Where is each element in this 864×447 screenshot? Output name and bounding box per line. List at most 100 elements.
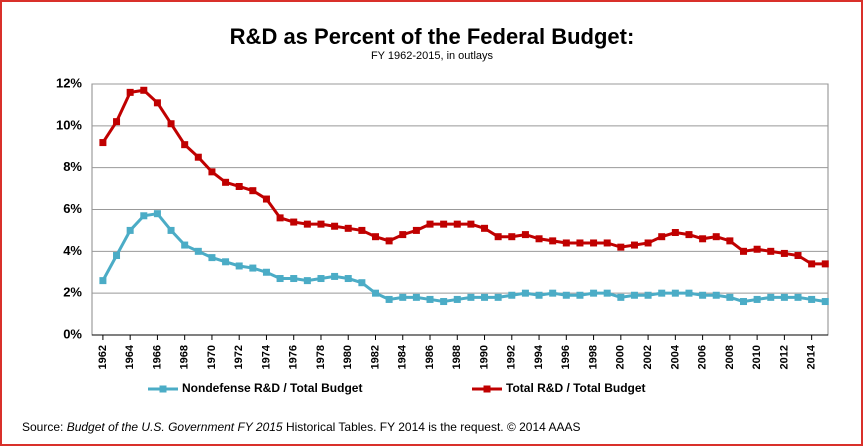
marker: [140, 212, 148, 220]
marker: [208, 254, 216, 262]
x-tick-label: 1966: [151, 345, 163, 369]
marker: [344, 275, 352, 283]
marker: [276, 214, 284, 222]
marker: [726, 237, 734, 245]
marker: [331, 222, 339, 230]
y-tick-label: 12%: [56, 75, 82, 90]
marker: [222, 258, 230, 266]
y-tick-label: 0%: [63, 326, 82, 341]
marker: [726, 293, 734, 301]
marker: [658, 233, 666, 241]
y-tick-label: 4%: [63, 243, 82, 258]
legend-label: Nondefense R&D / Total Budget: [182, 381, 362, 395]
x-tick-label: 1998: [587, 345, 599, 369]
marker: [590, 289, 598, 297]
x-tick-label: 2000: [615, 345, 627, 369]
source-prefix: Source:: [22, 420, 63, 434]
marker: [549, 237, 557, 245]
marker: [630, 291, 638, 299]
x-tick-label: 1996: [560, 345, 572, 369]
marker: [767, 247, 775, 255]
marker: [562, 291, 570, 299]
source-suffix: Historical Tables. FY 2014 is the reques…: [286, 420, 581, 434]
chart-title: R&D as Percent of the Federal Budget:: [230, 24, 635, 49]
marker: [358, 279, 366, 287]
marker: [521, 289, 529, 297]
marker: [249, 264, 257, 272]
x-tick-label: 1976: [288, 345, 300, 369]
x-tick-label: 2008: [724, 345, 736, 369]
marker: [453, 295, 461, 303]
x-tick-label: 2012: [778, 345, 790, 369]
marker: [344, 224, 352, 232]
marker: [535, 291, 543, 299]
marker: [331, 272, 339, 280]
x-tick-label: 1978: [315, 345, 327, 369]
source: Source: Budget of the U.S. Government FY…: [22, 420, 581, 434]
marker: [262, 268, 270, 276]
marker: [576, 239, 584, 247]
marker: [467, 293, 475, 301]
marker: [699, 291, 707, 299]
marker: [440, 298, 448, 306]
marker: [508, 233, 516, 241]
x-tick-label: 2006: [697, 345, 709, 369]
marker: [371, 289, 379, 297]
marker: [590, 239, 598, 247]
x-tick-label: 1974: [260, 344, 272, 369]
marker: [603, 239, 611, 247]
marker: [644, 291, 652, 299]
marker: [412, 293, 420, 301]
marker: [99, 277, 107, 285]
x-tick-label: 1982: [369, 345, 381, 369]
marker: [821, 298, 829, 306]
marker: [262, 195, 270, 203]
marker: [153, 210, 161, 218]
source-title: Budget of the U.S. Government FY 2015: [67, 420, 283, 434]
marker: [658, 289, 666, 297]
marker: [712, 233, 720, 241]
x-tick-label: 1988: [451, 345, 463, 369]
marker: [194, 247, 202, 255]
marker: [685, 289, 693, 297]
marker: [426, 220, 434, 228]
marker: [276, 275, 284, 283]
marker: [549, 289, 557, 297]
marker: [303, 277, 311, 285]
marker: [780, 293, 788, 301]
marker: [317, 275, 325, 283]
marker: [235, 182, 243, 190]
marker: [194, 153, 202, 161]
x-tick-label: 2002: [642, 345, 654, 369]
marker: [699, 235, 707, 243]
y-tick-label: 10%: [56, 117, 82, 132]
x-tick-label: 1970: [206, 345, 218, 369]
marker: [630, 241, 638, 249]
marker: [167, 120, 175, 128]
marker: [222, 178, 230, 186]
marker: [317, 220, 325, 228]
legend-label: Total R&D / Total Budget: [506, 381, 646, 395]
marker: [481, 293, 489, 301]
y-tick-label: 6%: [63, 201, 82, 216]
y-tick-label: 8%: [63, 159, 82, 174]
marker: [235, 262, 243, 270]
marker: [603, 289, 611, 297]
marker: [739, 298, 747, 306]
marker: [562, 239, 570, 247]
marker: [208, 168, 216, 176]
marker: [113, 118, 121, 126]
marker: [617, 293, 625, 301]
marker: [113, 252, 121, 260]
x-tick-label: 1986: [424, 345, 436, 369]
marker: [167, 226, 175, 234]
marker: [290, 275, 298, 283]
marker: [440, 220, 448, 228]
marker: [385, 237, 393, 245]
marker: [467, 220, 475, 228]
marker: [685, 231, 693, 239]
marker: [671, 289, 679, 297]
marker: [126, 88, 134, 96]
